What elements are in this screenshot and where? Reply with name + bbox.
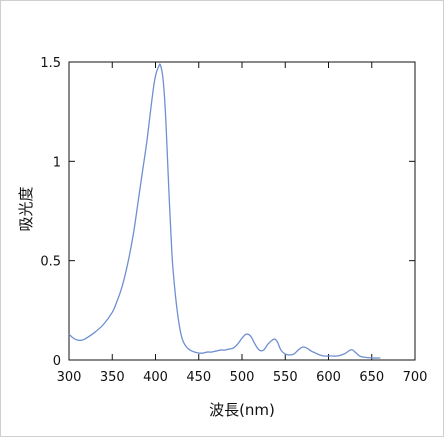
x-tick-label: 400 <box>143 370 168 385</box>
x-axis-title: 波長(nm) <box>209 401 275 419</box>
x-tick-label: 550 <box>273 370 298 385</box>
x-tick-label: 350 <box>100 370 125 385</box>
x-tick-label: 450 <box>186 370 211 385</box>
x-tick-label: 600 <box>316 370 341 385</box>
y-tick-label: 1.5 <box>40 56 61 71</box>
absorbance-line <box>68 63 381 359</box>
x-tick-label: 650 <box>359 370 384 385</box>
y-axis: 0 0.5 1 1.5 <box>40 56 415 369</box>
plot-area <box>68 61 416 361</box>
x-tick-label: 300 <box>57 370 82 385</box>
y-tick-label: 0.5 <box>40 255 61 270</box>
y-tick-label: 1 <box>53 155 61 170</box>
y-axis-title: 吸光度 <box>17 186 35 231</box>
y-tick-label: 0 <box>53 354 61 369</box>
x-tick-label: 500 <box>230 370 255 385</box>
x-tick-label: 700 <box>403 370 428 385</box>
x-axis: 300 350 400 450 500 550 600 650 700 <box>57 62 428 385</box>
